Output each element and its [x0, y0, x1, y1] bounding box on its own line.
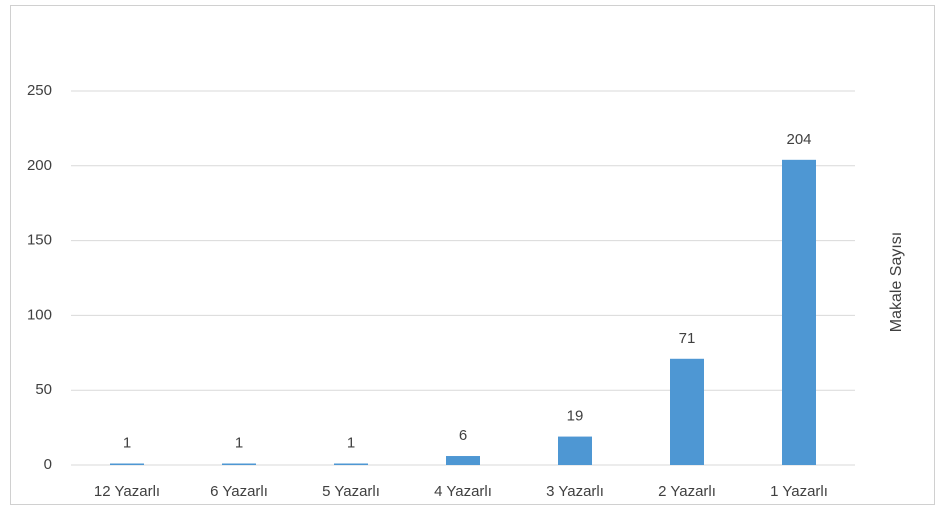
- y-axis-label: Makale Sayısı: [888, 232, 905, 332]
- y-tick-label: 200: [27, 157, 52, 174]
- bar: [446, 456, 480, 465]
- x-tick-label: 6 Yazarlı: [210, 483, 268, 500]
- bar: [334, 463, 368, 465]
- x-tick-label: 5 Yazarlı: [322, 483, 380, 500]
- data-label: 6: [459, 427, 467, 444]
- data-label: 1: [347, 434, 355, 451]
- x-tick-label: 12 Yazarlı: [94, 483, 160, 500]
- y-tick-label: 250: [27, 82, 52, 99]
- x-tick-label: 4 Yazarlı: [434, 483, 492, 500]
- data-label: 1: [235, 434, 243, 451]
- y-tick-label: 0: [44, 456, 52, 473]
- y-tick-label: 50: [35, 381, 52, 398]
- x-tick-label: 1 Yazarlı: [770, 483, 828, 500]
- bar: [670, 358, 704, 465]
- x-tick-label: 3 Yazarlı: [546, 483, 604, 500]
- bar: [222, 463, 256, 465]
- x-tick-label: 2 Yazarlı: [658, 483, 716, 500]
- data-label: 71: [679, 330, 696, 347]
- y-tick-label: 150: [27, 232, 52, 249]
- y-tick-label: 100: [27, 306, 52, 323]
- data-label: 204: [786, 131, 811, 148]
- bar: [558, 436, 592, 465]
- bar: [782, 159, 816, 466]
- data-label: 19: [567, 408, 584, 425]
- bar: [110, 463, 144, 465]
- chart-frame: [10, 5, 935, 505]
- data-label: 1: [123, 434, 131, 451]
